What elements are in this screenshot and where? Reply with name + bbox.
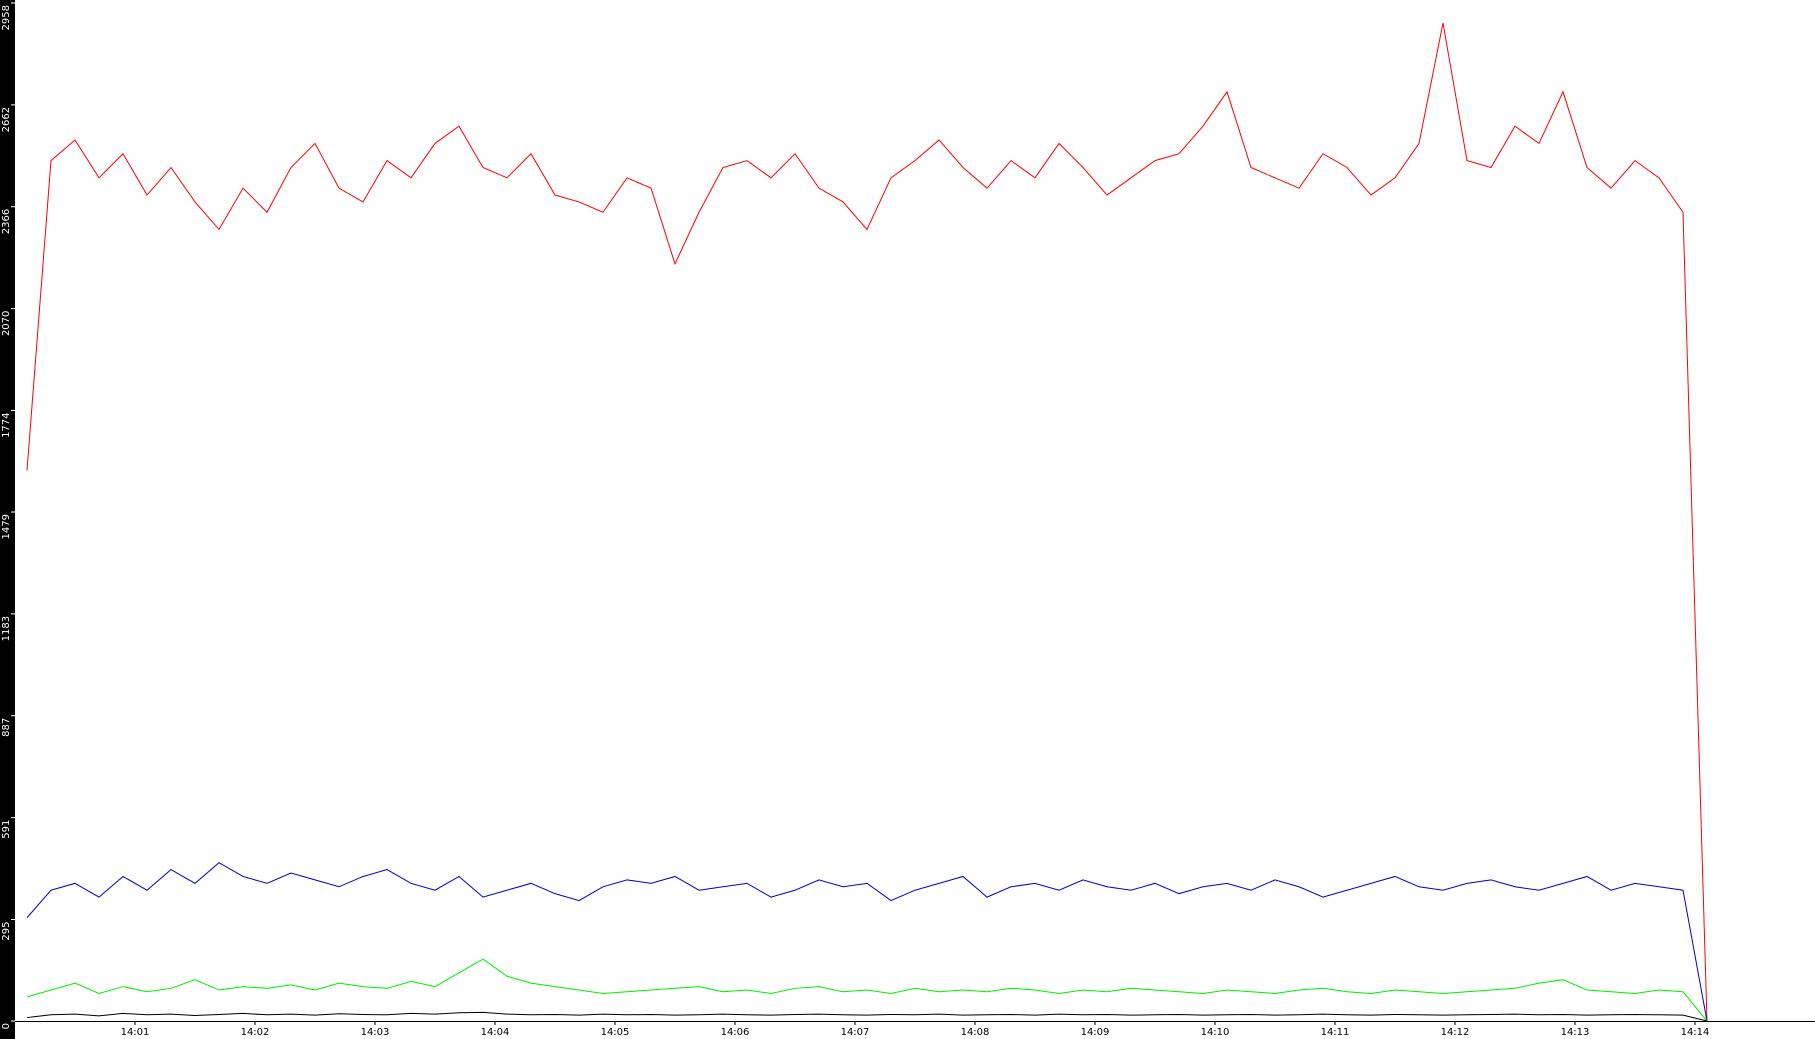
x-tick-label: 14:07 — [841, 1027, 870, 1038]
series-line — [26, 862, 1708, 1022]
y-tick-label: 2070 — [1, 311, 12, 336]
y-tick-label: 2958 — [1, 5, 12, 30]
y-tick-label: 887 — [1, 718, 12, 737]
y-tick-label: 2662 — [1, 107, 12, 132]
x-tick-label: 14:14 — [1681, 1027, 1710, 1038]
y-tick-label: 591 — [1, 820, 12, 839]
series-line — [26, 958, 1708, 1022]
series-line — [26, 22, 1708, 1022]
x-tick-label: 14:05 — [601, 1027, 630, 1038]
y-tick-label: 1183 — [1, 616, 12, 641]
x-tick-label: 14:03 — [361, 1027, 390, 1038]
x-tick-label: 14:13 — [1561, 1027, 1590, 1038]
y-axis-strip — [0, 0, 15, 1039]
x-tick-label: 14:02 — [241, 1027, 270, 1038]
y-tick-label: 1479 — [1, 514, 12, 539]
x-tick-label: 14:11 — [1321, 1027, 1350, 1038]
x-tick-label: 14:09 — [1081, 1027, 1110, 1038]
x-tick-label: 14:12 — [1441, 1027, 1470, 1038]
x-tick-label: 14:06 — [721, 1027, 750, 1038]
x-tick-label: 14:08 — [961, 1027, 990, 1038]
x-tick-label: 14:04 — [481, 1027, 510, 1038]
x-tick-label: 14:01 — [121, 1027, 150, 1038]
x-tick-label: 14:10 — [1201, 1027, 1230, 1038]
y-tick-label: 295 — [1, 921, 12, 940]
y-tick-label: 1774 — [1, 412, 12, 437]
y-tick-label: 0 — [1, 1023, 12, 1029]
series-line — [26, 1011, 1708, 1022]
y-tick-label: 2366 — [1, 209, 12, 234]
